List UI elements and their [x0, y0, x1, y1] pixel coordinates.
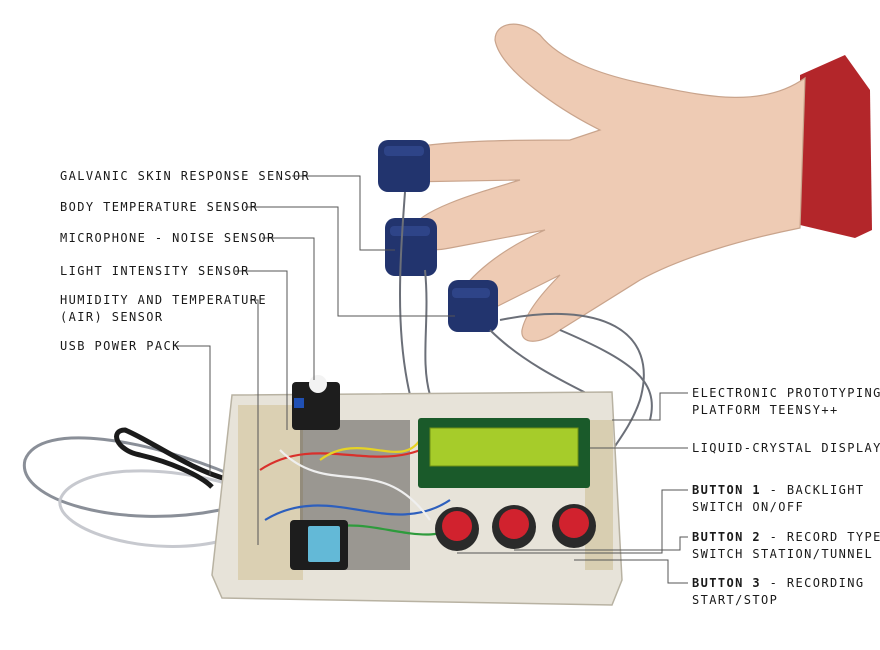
leader-humidity: [250, 299, 259, 545]
leader-mic: [262, 237, 315, 380]
label-humidity-line1: HUMIDITY AND TEMPERATURE: [60, 293, 267, 307]
label-button-1: BUTTON 1 - BACKLIGHT SWITCH ON/OFF: [692, 482, 865, 516]
label-light-intensity: LIGHT INTENSITY SENSOR: [60, 263, 250, 280]
leader-gsr: [292, 175, 395, 251]
label-body-temperature: BODY TEMPERATURE SENSOR: [60, 199, 258, 216]
label-button-2-line1: BUTTON 2 - RECORD TYPE: [692, 529, 880, 546]
label-gsr: GALVANIC SKIN RESPONSE SENSOR: [60, 168, 310, 185]
label-button-1-line2: SWITCH ON/OFF: [692, 500, 805, 514]
label-button-1-name: BUTTON 1: [692, 483, 761, 497]
button-2-shape: [492, 505, 536, 549]
label-button-1-desc: - BACKLIGHT: [761, 483, 865, 497]
label-button-2-line2: SWITCH STATION/TUNNEL: [692, 547, 874, 561]
label-button-3-name: BUTTON 3: [692, 576, 761, 590]
label-button-2: BUTTON 2 - RECORD TYPE SWITCH STATION/TU…: [692, 529, 880, 563]
label-humidity: HUMIDITY AND TEMPERATURE (AIR) SENSOR: [60, 292, 267, 326]
label-button-3-desc: - RECORDING: [761, 576, 865, 590]
label-lcd: LIQUID-CRYSTAL DISPLAY: [692, 440, 880, 457]
leader-button2: [514, 536, 688, 551]
leader-button3: [574, 559, 688, 584]
label-microphone: MICROPHONE - NOISE SENSOR: [60, 230, 276, 247]
label-usb-power: USB POWER PACK: [60, 338, 181, 355]
label-light-intensity-line1: LIGHT INTENSITY SENSOR: [60, 264, 250, 278]
label-lcd-line1: LIQUID-CRYSTAL DISPLAY: [692, 441, 880, 455]
body-temp-strap: [385, 218, 437, 276]
usb-cable: [22, 427, 233, 548]
label-button-1-line1: BUTTON 1 - BACKLIGHT: [692, 482, 865, 499]
label-microphone-line1: MICROPHONE - NOISE SENSOR: [60, 231, 276, 245]
gsr-strap: [378, 140, 430, 192]
label-usb-power-line1: USB POWER PACK: [60, 339, 181, 353]
button-3-shape: [552, 504, 596, 548]
light-sensor-module: [292, 375, 340, 430]
finger-strap-3: [448, 280, 498, 332]
label-teensy: ELECTRONIC PROTOTYPING PLATFORM TEENSY++: [692, 385, 880, 419]
sleeve: [800, 55, 872, 238]
palm: [382, 23, 806, 342]
label-gsr-line1: GALVANIC SKIN RESPONSE SENSOR: [60, 169, 311, 183]
label-button-3-line2: START/STOP: [692, 593, 779, 607]
label-button-2-desc: - RECORD TYPE: [761, 530, 880, 544]
label-button-3-line1: BUTTON 3 - RECORDING: [692, 575, 865, 592]
leader-lines: [175, 175, 688, 584]
label-teensy-line2: PLATFORM TEENSY++: [692, 403, 839, 417]
humidity-sensor-module: [290, 520, 348, 570]
leader-teensy: [612, 392, 688, 421]
label-humidity-line2: (AIR) SENSOR: [60, 310, 164, 324]
button-1-shape: [435, 507, 479, 551]
leader-usb: [175, 345, 211, 475]
label-button-2-name: BUTTON 2: [692, 530, 761, 544]
label-body-temperature-line1: BODY TEMPERATURE SENSOR: [60, 200, 259, 214]
leader-light: [235, 270, 288, 430]
sensor-wires: [399, 191, 653, 471]
label-teensy-line1: ELECTRONIC PROTOTYPING: [692, 386, 880, 400]
leader-button1: [457, 489, 688, 554]
leader-body-temp: [245, 206, 455, 317]
lcd: [418, 418, 590, 488]
hand: [382, 23, 872, 342]
label-button-3: BUTTON 3 - RECORDING START/STOP: [692, 575, 865, 609]
